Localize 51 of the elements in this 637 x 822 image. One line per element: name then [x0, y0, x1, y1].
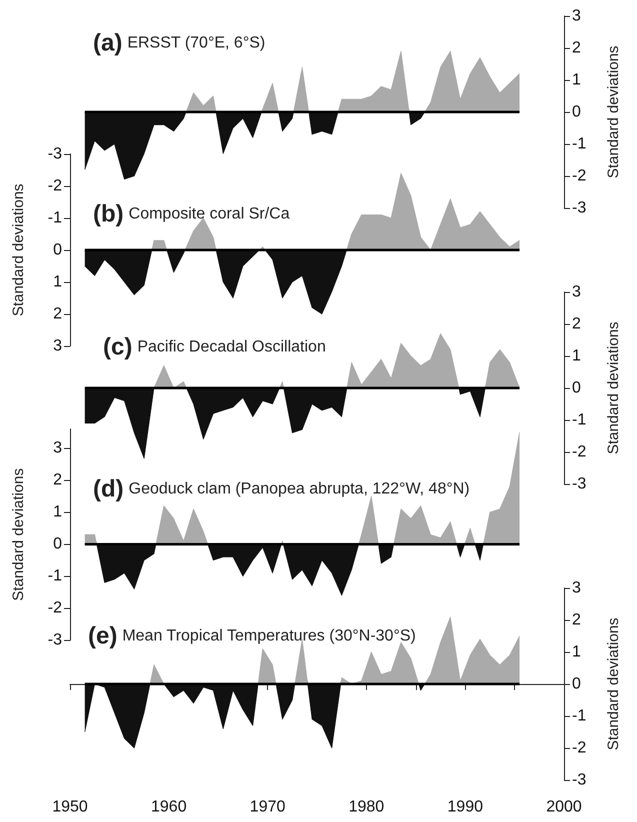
y2-tick-label: 1 — [572, 644, 581, 660]
y2-tick-label: -1 — [572, 136, 586, 152]
y-tick-label: 0 — [53, 535, 62, 552]
y2-tick-label: -3 — [572, 476, 586, 492]
y2-tick-label: 0 — [572, 676, 581, 692]
y2-tick-label: 3 — [572, 8, 581, 24]
y-tick-label: 3 — [53, 439, 62, 456]
y2-tick-label: -2 — [572, 444, 586, 460]
y-tick-label: -3 — [48, 146, 62, 162]
y2-tick-label: 3 — [572, 580, 581, 596]
x-tick-label: 1980 — [348, 798, 384, 816]
y2-tick-label: -2 — [572, 168, 586, 184]
y2-axis-title: Standard deviations — [605, 618, 622, 750]
y-tick-label: -1 — [48, 210, 62, 226]
y2-tick-label: 0 — [572, 104, 581, 120]
y-tick-label: 3 — [53, 338, 62, 354]
y-tick-label: -1 — [48, 567, 62, 584]
y-tick-label: -2 — [48, 599, 62, 616]
y-tick-label: 1 — [53, 503, 62, 520]
x-tick-label: 1950 — [52, 798, 88, 816]
text: (e) Mean Tropical Temperatures (30°N-30°S) — [88, 622, 416, 650]
x-tick-label: 2000 — [546, 798, 582, 816]
y2-tick-label: 0 — [572, 380, 581, 396]
x-tick-label: 1960 — [151, 798, 187, 816]
y-tick-label: 2 — [53, 471, 62, 488]
text: (b) Composite coral Sr/Ca — [93, 200, 290, 228]
y2-tick-label: -3 — [572, 772, 586, 788]
y-axis-title: Standard deviations — [10, 184, 27, 316]
y2-tick-label: 2 — [572, 316, 581, 332]
x-tick-label: 1990 — [447, 798, 484, 816]
text: (a) ERSST (70°E, 6°S) — [93, 30, 266, 56]
y2-tick-label: 3 — [572, 284, 581, 300]
y2-axis-title: Standard deviations — [605, 46, 622, 178]
text: (c) Pacific Decadal Oscillation — [103, 334, 326, 360]
text: (d) Geoduck clam (Panopea abrupta, 122°W, 48°N) — [93, 475, 470, 502]
y2-tick-label: 1 — [572, 72, 581, 88]
y2-tick-label: 2 — [572, 40, 581, 56]
y2-axis-title: Standard deviations — [605, 322, 622, 454]
y-tick-label: 1 — [53, 274, 62, 290]
y2-tick-label: -2 — [572, 740, 586, 756]
y2-tick-label: -1 — [572, 412, 586, 428]
y2-tick-label: 2 — [572, 612, 581, 628]
y-tick-label: 0 — [53, 242, 62, 258]
y-tick-label: -3 — [48, 631, 62, 648]
y2-tick-label: -1 — [572, 708, 586, 724]
y2-tick-label: -3 — [572, 200, 586, 216]
y2-tick-label: 1 — [572, 348, 581, 364]
y-axis-title: Standard deviations — [10, 468, 27, 601]
x-tick-label: 1970 — [250, 798, 286, 816]
y-tick-label: -2 — [48, 178, 62, 194]
y-tick-label: 2 — [53, 306, 62, 322]
